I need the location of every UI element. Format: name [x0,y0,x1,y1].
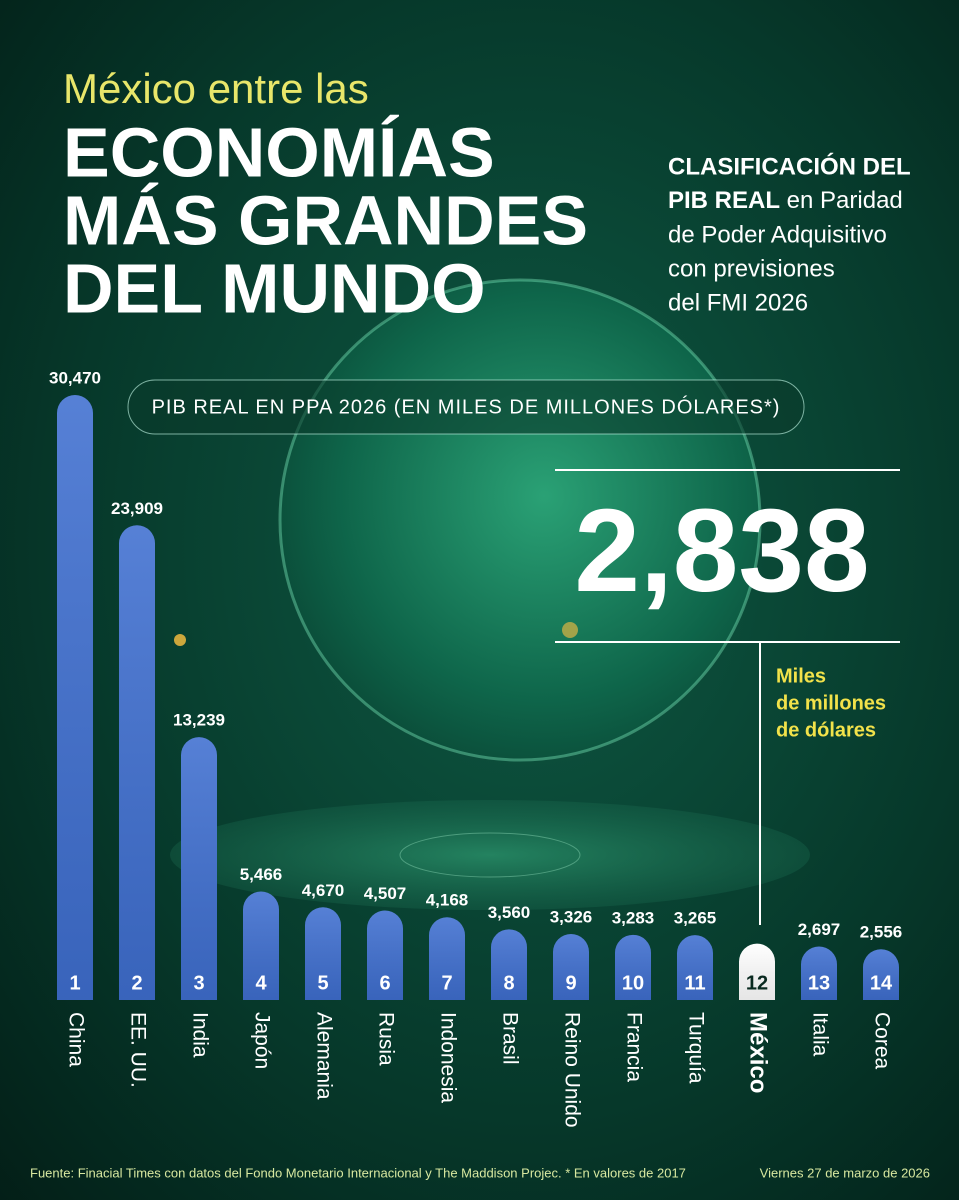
rank: 5 [317,972,328,994]
value-label: 13,239 [173,711,225,730]
rank: 4 [255,972,267,994]
category-label: EE. UU. [126,1012,149,1088]
value-label: 4,670 [302,881,345,900]
value-label: 30,470 [49,368,101,387]
rank: 12 [746,972,768,994]
date: Viernes 27 de marzo de 2026 [760,1165,930,1180]
subtitle-bold: CLASIFICACIÓN DEL [668,152,911,180]
category-label: Indonesia [436,1012,459,1103]
rank: 14 [870,972,893,994]
highlight-value: 2,838 [574,485,869,617]
subtitle-bold: PIB REAL [668,187,780,214]
headline: ECONOMÍAS [63,113,495,191]
category-label: Alemania [312,1012,335,1100]
bar-shade [367,910,403,1000]
platform [170,800,810,910]
bar-shade [305,907,341,1000]
headline: MÁS GRANDES [63,181,588,259]
subtitle: CLASIFICACIÓN DEL PIB REAL en Paridad de… [668,152,911,316]
rank: 7 [441,972,452,994]
category-label: Rusia [374,1012,397,1066]
source: Fuente: Finacial Times con datos del Fon… [30,1165,686,1180]
bar-shade [863,949,899,1000]
category-label: Francia [622,1012,645,1082]
value-label: 3,265 [674,909,717,928]
rank: 13 [808,972,830,994]
value-label: 2,556 [860,923,903,942]
bar-shade [491,929,527,1000]
category-label: Japón [250,1012,273,1069]
category-label: México [745,1012,772,1093]
value-label: 3,326 [550,907,593,926]
bar-shade [615,934,651,1000]
category-label: Italia [808,1012,831,1057]
platform-ring [399,832,581,878]
title: México entre las [63,65,369,112]
category-label: Brasil [498,1012,521,1065]
subtitle-line: PIB REAL en Paridad [668,187,903,214]
value-label: 3,560 [488,903,531,922]
category-label: Reino Unido [560,1012,583,1128]
rank: 10 [622,972,644,994]
unit-label: Miles de millones de dólares [776,665,886,741]
value-label: 5,466 [240,865,283,884]
subtitle-text: con previsiones [668,255,835,282]
glow [174,634,186,646]
rank: 3 [193,972,204,994]
value-label: 4,507 [364,884,407,903]
rank: 6 [379,972,390,994]
axis-label: PIB REAL EN PPA 2026 (EN MILES DE MILLON… [152,395,781,418]
bar-shade [801,946,837,1000]
unit-label-line: de dólares [776,719,876,741]
subtitle-text: de Poder Adquisitivo [668,221,887,248]
unit-label-line: Miles [776,665,826,687]
rank: 8 [503,972,514,994]
axis-label-pill [127,379,805,435]
globe-rim [278,278,762,762]
value-label: 23,909 [111,499,163,518]
bar-shade [429,917,465,1000]
value-label: 4,168 [426,891,469,910]
bar-shade [677,935,713,1000]
rank: 2 [131,972,142,994]
category-label: Turquía [684,1012,707,1084]
rank: 9 [565,972,576,994]
bar-shade [553,933,589,1000]
rank: 11 [684,972,705,994]
glow [562,622,578,638]
bar-shade [119,525,155,1000]
subtitle-text: en Paridad [780,187,903,214]
category-label: China [64,1012,87,1067]
rank: 1 [69,972,80,994]
value-label: 3,283 [612,908,655,927]
category-label: India [188,1012,211,1058]
subtitle-text: del FMI 2026 [668,289,808,316]
bar-shade [739,943,775,1000]
bar-shade [243,891,279,1000]
bar-shade [57,395,93,1000]
unit-label-line: de millones [776,692,886,714]
value-label: 2,697 [798,920,841,939]
bar-shade [181,737,217,1000]
category-label: Corea [870,1012,893,1070]
headline: DEL MUNDO [63,249,486,327]
